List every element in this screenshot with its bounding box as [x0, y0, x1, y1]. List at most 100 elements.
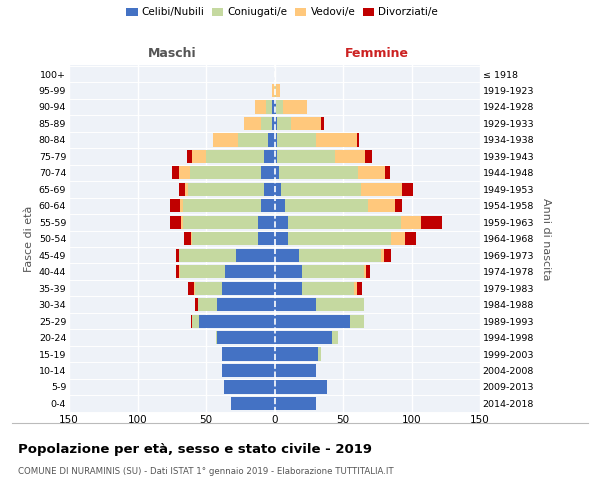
- Bar: [179, 166, 190, 179]
- Bar: [277, 117, 291, 130]
- Bar: [275, 348, 319, 360]
- Bar: [275, 232, 288, 245]
- Bar: [278, 166, 358, 179]
- Bar: [277, 150, 335, 163]
- Bar: [276, 100, 283, 114]
- Bar: [395, 199, 402, 212]
- Bar: [275, 397, 316, 410]
- Bar: [275, 117, 277, 130]
- Bar: [263, 150, 275, 163]
- Bar: [213, 134, 238, 146]
- Bar: [350, 314, 364, 328]
- Bar: [217, 331, 275, 344]
- Bar: [261, 117, 272, 130]
- Bar: [316, 298, 364, 311]
- Bar: [302, 265, 364, 278]
- Bar: [199, 314, 275, 328]
- Bar: [183, 216, 258, 229]
- Bar: [275, 183, 281, 196]
- Bar: [192, 314, 199, 328]
- Bar: [230, 397, 275, 410]
- Bar: [288, 232, 391, 245]
- Bar: [179, 265, 180, 278]
- Bar: [275, 265, 302, 278]
- Bar: [275, 282, 302, 294]
- Bar: [275, 364, 316, 377]
- Bar: [183, 199, 261, 212]
- Bar: [391, 232, 404, 245]
- Bar: [238, 134, 268, 146]
- Bar: [268, 134, 275, 146]
- Bar: [223, 364, 275, 377]
- Bar: [180, 199, 183, 212]
- Bar: [188, 282, 194, 294]
- Bar: [286, 199, 368, 212]
- Bar: [364, 265, 366, 278]
- Bar: [316, 134, 357, 146]
- Bar: [275, 199, 286, 212]
- Bar: [335, 150, 365, 163]
- Bar: [176, 248, 179, 262]
- Bar: [179, 183, 185, 196]
- Bar: [275, 134, 277, 146]
- Bar: [194, 282, 195, 294]
- Bar: [365, 150, 372, 163]
- Bar: [244, 117, 261, 130]
- Bar: [181, 216, 183, 229]
- Bar: [385, 166, 389, 179]
- Text: Femmine: Femmine: [345, 47, 409, 60]
- Bar: [382, 248, 384, 262]
- Bar: [191, 232, 193, 245]
- Bar: [258, 232, 275, 245]
- Y-axis label: Fasce di età: Fasce di età: [25, 206, 34, 272]
- Bar: [272, 84, 275, 97]
- Text: COMUNE DI NURAMINIS (SU) - Dati ISTAT 1° gennaio 2019 - Elaborazione TUTTITALIA.: COMUNE DI NURAMINIS (SU) - Dati ISTAT 1°…: [18, 468, 394, 476]
- Bar: [256, 100, 266, 114]
- Bar: [321, 117, 324, 130]
- Bar: [223, 282, 275, 294]
- Bar: [361, 183, 402, 196]
- Bar: [170, 199, 180, 212]
- Bar: [206, 150, 263, 163]
- Bar: [421, 216, 442, 229]
- Bar: [195, 282, 223, 294]
- Bar: [275, 216, 288, 229]
- Bar: [170, 216, 181, 229]
- Bar: [180, 265, 225, 278]
- Bar: [288, 216, 401, 229]
- Text: Maschi: Maschi: [148, 47, 196, 60]
- Bar: [354, 282, 357, 294]
- Bar: [187, 150, 193, 163]
- Bar: [276, 84, 280, 97]
- Bar: [185, 183, 188, 196]
- Bar: [224, 380, 275, 394]
- Bar: [275, 248, 299, 262]
- Bar: [368, 199, 395, 212]
- Bar: [402, 183, 413, 196]
- Bar: [275, 84, 276, 97]
- Bar: [225, 265, 275, 278]
- Bar: [190, 166, 261, 179]
- Bar: [272, 117, 275, 130]
- Bar: [275, 100, 276, 114]
- Bar: [291, 117, 321, 130]
- Bar: [275, 331, 332, 344]
- Bar: [217, 298, 275, 311]
- Bar: [366, 265, 370, 278]
- Text: Popolazione per età, sesso e stato civile - 2019: Popolazione per età, sesso e stato civil…: [18, 442, 372, 456]
- Bar: [179, 248, 236, 262]
- Bar: [404, 232, 416, 245]
- Bar: [332, 331, 338, 344]
- Bar: [261, 199, 275, 212]
- Bar: [283, 100, 307, 114]
- Bar: [191, 314, 193, 328]
- Bar: [172, 166, 179, 179]
- Bar: [281, 183, 361, 196]
- Bar: [258, 216, 275, 229]
- Bar: [401, 216, 421, 229]
- Bar: [358, 166, 385, 179]
- Bar: [272, 100, 275, 114]
- Bar: [275, 314, 350, 328]
- Bar: [263, 183, 275, 196]
- Bar: [193, 232, 258, 245]
